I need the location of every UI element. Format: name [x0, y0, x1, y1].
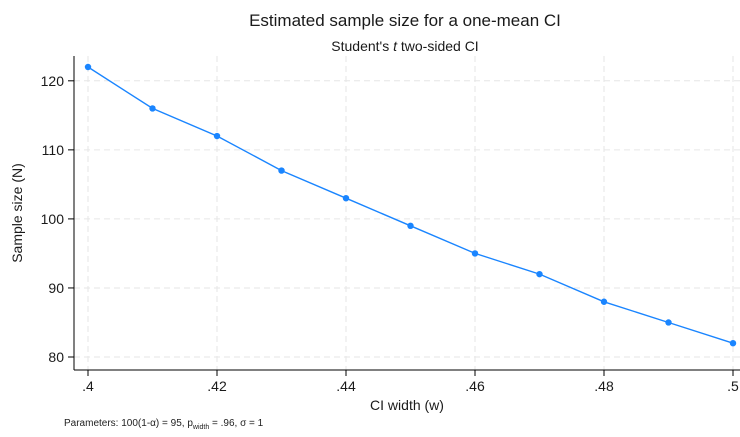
series-markers: [84, 63, 737, 347]
x-tick-label: .42: [207, 378, 227, 394]
x-axis-ticks: .4 .42 .44 .46 .48 .5: [82, 370, 739, 394]
data-point: [665, 319, 672, 326]
y-axis-label: Sample size (N): [9, 163, 25, 263]
data-point: [84, 63, 92, 71]
x-tick-label: .44: [336, 378, 356, 394]
y-tick-label: 120: [41, 73, 65, 89]
data-point: [278, 167, 285, 174]
chart-title: Estimated sample size for a one-mean CI: [249, 11, 561, 30]
data-point: [407, 222, 414, 230]
subtitle-suffix: two-sided CI: [397, 38, 479, 54]
x-tick-label: .5: [727, 378, 739, 394]
x-tick-label: .4: [82, 378, 94, 394]
subtitle-prefix: Student's: [331, 38, 393, 54]
y-tick-label: 80: [48, 349, 64, 365]
data-point: [729, 339, 737, 347]
y-axis-ticks: 80 90 100 110 120: [41, 73, 74, 365]
note-prefix: Parameters: 100(1-α) = 95, p: [64, 418, 193, 429]
y-tick-label: 90: [48, 280, 64, 296]
plot-area: [74, 56, 740, 370]
data-point: [213, 132, 221, 140]
data-point: [600, 298, 608, 305]
x-tick-label: .46: [465, 378, 485, 394]
y-tick-label: 110: [42, 142, 65, 158]
data-point: [536, 270, 543, 278]
x-tick-label: .48: [594, 378, 614, 394]
note-suffix: = .96, σ = 1: [209, 418, 264, 429]
chart-subtitle: Student's t two-sided CI: [331, 38, 478, 54]
data-point: [149, 105, 156, 112]
parameters-note: Parameters: 100(1-α) = 95, pwidth = .96,…: [64, 418, 263, 431]
data-point: [342, 194, 350, 202]
note-subscript: width: [192, 424, 210, 431]
data-point: [471, 250, 479, 257]
y-tick-label: 100: [41, 211, 65, 227]
grid-lines: [74, 56, 740, 370]
subtitle-italic: t: [393, 38, 398, 54]
x-axis-label: CI width (w): [370, 397, 444, 413]
